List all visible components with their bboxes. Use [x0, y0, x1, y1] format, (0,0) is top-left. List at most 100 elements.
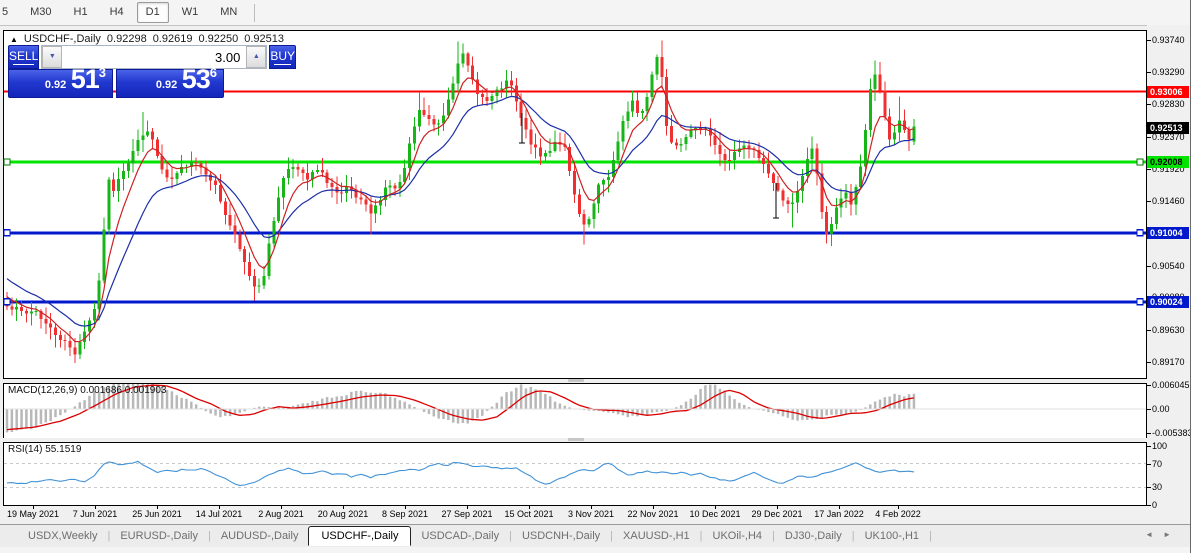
- price-line-badge: 0.91004: [1147, 227, 1189, 239]
- tab-separator: |: [851, 530, 855, 542]
- time-label: 14 Jul 2021: [195, 509, 243, 519]
- timeframe-button-mn[interactable]: MN: [220, 6, 238, 18]
- rsi-value: 55.1519: [45, 444, 82, 455]
- chart-tab-usdchf-daily[interactable]: USDCHF-,Daily: [308, 526, 412, 546]
- time-label: 3 Nov 2021: [567, 509, 615, 519]
- chart-tab-ukoil-h4[interactable]: UKOil-,H4: [712, 530, 763, 542]
- chart-tab-xauusd-h1[interactable]: XAUUSD-,H1: [623, 530, 690, 542]
- macd-value-2: 0.001903: [124, 385, 167, 396]
- volume-control: ▼ ▲: [41, 45, 268, 69]
- volume-input[interactable]: [62, 46, 247, 68]
- chart-tab-audusd-daily[interactable]: AUDUSD-,Daily: [220, 530, 299, 542]
- sell-button[interactable]: SELL: [8, 45, 40, 69]
- time-tick: [219, 506, 220, 509]
- tab-separator: |: [207, 530, 211, 542]
- chart-tab-bar: USDX,Weekly | EURUSD-,Daily | AUDUSD-,Daily …: [0, 524, 1191, 547]
- timeframe-button-m30[interactable]: M30: [30, 6, 52, 18]
- chart-tab-dj30-daily[interactable]: DJ30-,Daily: [784, 530, 842, 542]
- time-scale[interactable]: 19 May 2021 7 Jun 2021 25 Jun 2021 14 Jul 2…: [3, 506, 1147, 523]
- tab-separator: |: [772, 530, 775, 542]
- time-tick: [33, 506, 34, 509]
- ohlc-low: 0.92250: [198, 33, 239, 45]
- time-tick: [529, 506, 530, 509]
- macd-value-1: 0.001686: [80, 385, 122, 396]
- timeframe-button-d1[interactable]: D1: [136, 2, 169, 23]
- macd-label: MACD(12,26,9) 0.001686 0.001903: [8, 385, 166, 396]
- tab-scroll-arrows: ◄►: [1145, 530, 1181, 539]
- sell-price-button[interactable]: 0.92 513: [8, 64, 113, 98]
- chart-tab-uk100-h1[interactable]: UK100-,H1: [864, 530, 920, 542]
- sell-price-big: 51: [70, 64, 100, 94]
- collapse-trade-panel-icon[interactable]: ▲: [10, 34, 18, 44]
- chart-tab-usdx-weekly[interactable]: USDX,Weekly: [28, 530, 98, 542]
- rsi-scale-label: 0: [1146, 500, 1158, 510]
- tab-scroll-left-icon[interactable]: ◄: [1145, 530, 1164, 539]
- price-tick-label: 0.91460: [1147, 196, 1185, 206]
- buy-price-base: 0.92: [155, 79, 178, 91]
- time-label: 10 Dec 2021: [689, 509, 741, 519]
- chart-tab-usdcnh-daily[interactable]: USDCNH-,Daily: [521, 530, 601, 542]
- timeframe-button-w1[interactable]: W1: [181, 6, 199, 18]
- price-tick-label: 0.92830: [1147, 99, 1185, 109]
- ohlc-open: 0.92298: [106, 33, 147, 45]
- tab-separator: |: [929, 530, 932, 542]
- panel-splitter-macd-rsi[interactable]: [3, 438, 1147, 442]
- macd-name: MACD(12,26,9): [8, 385, 78, 396]
- panel-splitter-main-macd[interactable]: [3, 379, 1147, 383]
- one-click-trading-widget: SELL ▼ ▲ BUY 0.92 513 0.92 536: [8, 45, 297, 98]
- price-line-badge: 0.92513: [1147, 122, 1189, 134]
- time-tick: [653, 506, 654, 509]
- timeframe-button-5[interactable]: 5: [2, 6, 9, 18]
- price-tick-label: 0.93290: [1147, 67, 1185, 77]
- toolbar-separator: [254, 3, 256, 22]
- time-label: 19 May 2021: [6, 509, 60, 519]
- buy-underline: [274, 64, 292, 65]
- rsi-label: RSI(14) 55.1519: [8, 444, 81, 455]
- rsi-name: RSI(14): [8, 444, 43, 455]
- timeframe-button-h1[interactable]: H1: [73, 6, 88, 18]
- buy-price-big: 53: [181, 64, 211, 94]
- time-label: 22 Nov 2021: [627, 509, 679, 519]
- time-label: 27 Sep 2021: [441, 509, 493, 519]
- splitter-grip-icon: [568, 438, 584, 441]
- time-label: 29 Dec 2021: [751, 509, 803, 519]
- price-line-badge: 0.92008: [1147, 156, 1189, 168]
- macd-scale-label: 0.00: [1147, 404, 1170, 414]
- price-tick-label: 0.91920: [1147, 164, 1185, 174]
- time-tick: [898, 506, 899, 509]
- sell-price-sup: 3: [98, 65, 106, 80]
- volume-up-icon: ▲: [252, 53, 260, 60]
- time-label: 7 Jun 2021: [72, 509, 118, 519]
- price-line-badge: 0.90024: [1147, 296, 1189, 308]
- time-tick: [343, 506, 344, 509]
- rsi-panel[interactable]: [3, 442, 1147, 506]
- buy-price-button[interactable]: 0.92 536: [116, 64, 224, 98]
- price-tick-label: 0.92370: [1147, 132, 1185, 142]
- time-label: 15 Oct 2021: [504, 509, 554, 519]
- bottom-strip: [0, 547, 1191, 553]
- macd-scale-label: -0.005383: [1147, 428, 1191, 438]
- tab-separator: |: [107, 530, 111, 542]
- splitter-grip-icon: [568, 379, 584, 382]
- chart-tab-usdcad-daily[interactable]: USDCAD-,Daily: [421, 530, 500, 542]
- time-label: 25 Jun 2021: [132, 509, 182, 519]
- buy-button[interactable]: BUY: [269, 45, 297, 69]
- chart-tab-eurusd-daily[interactable]: EURUSD-,Daily: [120, 530, 198, 542]
- time-tick: [405, 506, 406, 509]
- rsi-scale-label: 100: [1146, 441, 1168, 451]
- time-label: 2 Aug 2021: [258, 509, 304, 519]
- rsi-scale-label: 30: [1146, 482, 1163, 492]
- macd-panel[interactable]: [3, 383, 1147, 439]
- tab-scroll-right-icon[interactable]: ►: [1163, 530, 1181, 539]
- tab-separator: |: [699, 530, 703, 542]
- price-tick-label: 0.93740: [1147, 35, 1185, 45]
- timeframe-button-h4[interactable]: H4: [109, 6, 124, 18]
- volume-decrease-button[interactable]: ▼: [42, 46, 63, 68]
- volume-increase-button[interactable]: ▲: [246, 46, 267, 68]
- price-tick-label: 0.89630: [1147, 325, 1185, 335]
- time-tick: [839, 506, 840, 509]
- price-scale[interactable]: 0.93740 0.93290 0.92830 0.92370 0.91920 0.914…: [1146, 25, 1191, 522]
- ohlc-high: 0.92619: [152, 33, 193, 45]
- chart-title: ▲ USDCHF-,Daily 0.92298 0.92619 0.92250 …: [10, 33, 284, 45]
